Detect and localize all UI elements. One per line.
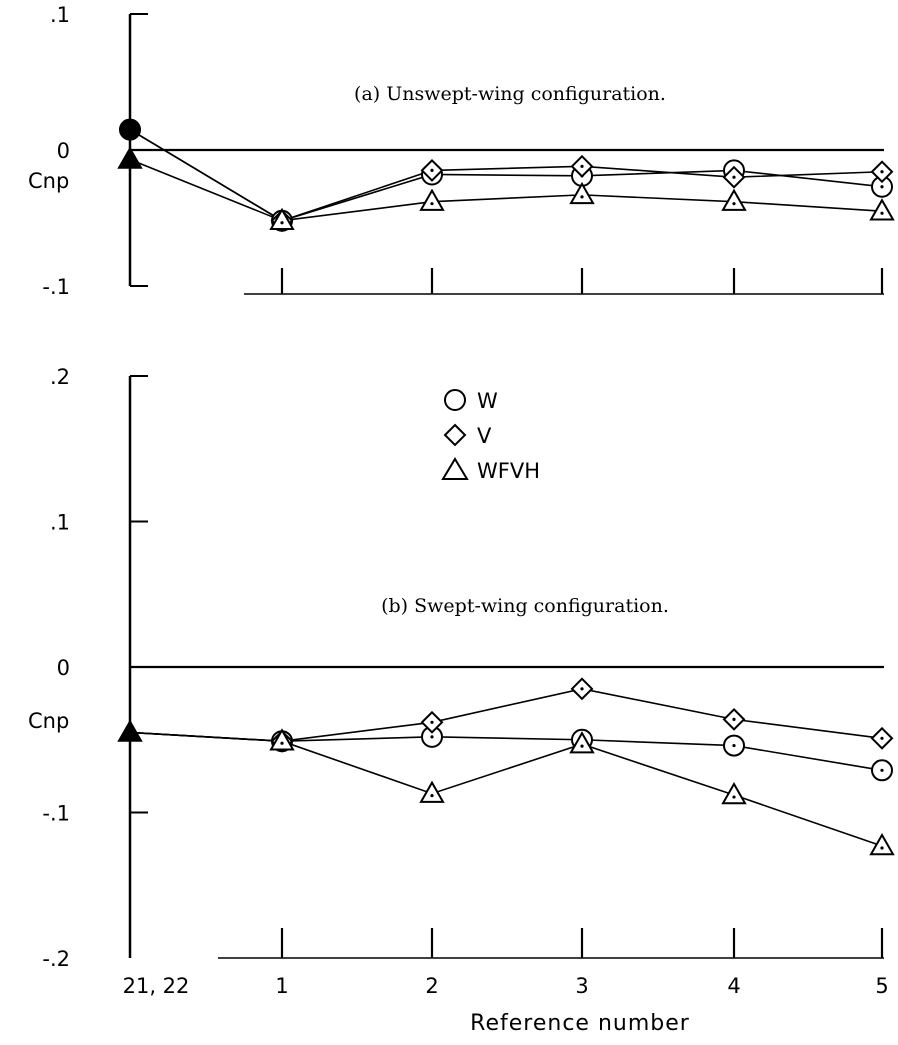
panel-a-y-tick-label: .1 <box>50 3 70 27</box>
series-line-wfvh <box>129 731 883 847</box>
panel-b-title: (b) Swept-wing configuration. <box>381 595 669 617</box>
panel-b-y-tick-label: 0 <box>57 656 70 680</box>
marker-wfvh-dot <box>580 744 584 748</box>
series-line-v <box>129 688 883 743</box>
panel-a-y-tick-label: 0 <box>57 139 70 163</box>
marker-v-dot <box>430 720 434 724</box>
marker-wfvh <box>721 188 747 211</box>
marker-wfvh <box>269 728 295 751</box>
legend-marker-v <box>443 423 467 447</box>
panel-b-y-tick-label: -.2 <box>42 947 70 971</box>
marker-wfvh <box>721 782 747 805</box>
marker-wfvh-dot <box>880 846 884 850</box>
marker-w-dot <box>880 185 884 189</box>
marker-wfvh <box>419 188 445 211</box>
marker-w-dot <box>430 735 434 739</box>
x-tick-label: 21, 22 <box>123 974 190 998</box>
marker-wfvh <box>117 719 143 742</box>
marker-wfvh <box>117 146 143 169</box>
legend-marker-wfvh <box>441 457 469 480</box>
panel-a-ylabel: Cnp <box>28 169 69 193</box>
marker-w-dot <box>880 768 884 772</box>
x-axis-title: Reference number <box>470 1011 690 1036</box>
marker-wfvh <box>869 832 895 856</box>
series-line-w <box>129 731 883 772</box>
marker-wfvh <box>569 181 595 205</box>
x-tick-label: 3 <box>575 974 588 998</box>
marker-v-dot <box>880 170 884 174</box>
panel-b-ylabel: Cnp <box>28 709 69 733</box>
marker-v-dot <box>732 175 736 179</box>
marker-wfvh-dot <box>430 202 434 206</box>
panel-b-y-tick-label: .1 <box>50 511 70 535</box>
marker-wfvh-dot <box>880 211 884 215</box>
marker-w-dot <box>732 743 736 748</box>
x-tick-label: 1 <box>275 974 288 998</box>
marker-wfvh-dot <box>280 741 284 745</box>
panel-a-title: (a) Unswept-wing configuration. <box>354 83 666 105</box>
legend-label-v: V <box>477 424 492 448</box>
marker-w <box>119 118 141 141</box>
marker-v-dot <box>580 687 584 691</box>
x-tick-label: 4 <box>727 974 740 998</box>
marker-wfvh-dot <box>280 221 284 225</box>
x-tick-label: 5 <box>875 974 888 998</box>
legend-label-wfvh: WFVH <box>477 459 540 483</box>
marker-wfvh-dot <box>732 795 736 799</box>
series-line-wfvh <box>129 158 883 222</box>
panel-b-y-tick-label: -.1 <box>42 802 70 826</box>
panel-a-unswept: (a) Unswept-wing configuration. Cnp .1 0 -… <box>28 3 895 299</box>
legend-marker-w <box>444 389 466 411</box>
marker-wfvh-dot <box>580 195 584 199</box>
panel-b-swept: (b) Swept-wing configuration. Cnp Refere… <box>28 365 895 1036</box>
marker-v-dot <box>880 736 884 740</box>
marker-wfvh-dot <box>430 793 434 798</box>
series-line-v <box>129 128 883 222</box>
marker-wfvh <box>269 207 295 230</box>
panel-a-y-tick-label: -.1 <box>42 275 70 299</box>
marker-v-dot <box>580 164 584 168</box>
panel-b-y-tick-label: .2 <box>50 365 70 389</box>
marker-v-dot <box>732 717 736 721</box>
x-tick-label: 2 <box>425 974 438 998</box>
marker-v-dot <box>430 168 434 172</box>
marker-wfvh <box>419 780 445 803</box>
marker-wfvh <box>569 731 595 754</box>
marker-wfvh-dot <box>732 202 736 206</box>
marker-wfvh <box>869 198 895 221</box>
legend-label-w: W <box>477 389 498 413</box>
